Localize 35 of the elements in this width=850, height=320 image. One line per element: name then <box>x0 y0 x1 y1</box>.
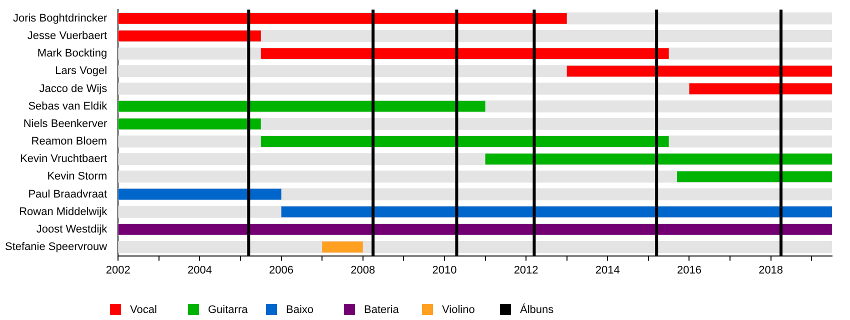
legend-label: Baixo <box>286 304 314 316</box>
x-tick-label: 2012 <box>514 264 538 276</box>
bar <box>118 118 261 130</box>
legend-label: Vocal <box>130 304 157 316</box>
y-tick-label: Jesse Vuerbaert <box>27 30 108 42</box>
x-tick-label: 2006 <box>269 264 294 276</box>
y-tick-label: Joost Westdijk <box>36 223 108 236</box>
y-tick-label: Joris Boghtdrincker <box>12 12 108 24</box>
y-tick-label: Lars Vogel <box>55 65 108 78</box>
bar <box>118 188 282 200</box>
x-tick-label: 2004 <box>187 264 212 276</box>
y-tick-label: Kevin Vruchtbaert <box>20 153 108 166</box>
x-tick-label: 2016 <box>676 264 702 276</box>
bar <box>676 171 832 182</box>
y-tick-label: Rowan Middelwijk <box>19 206 108 218</box>
y-tick-label: Niels Beenkerver <box>23 118 108 130</box>
y-tick-label: Jacco de Wijs <box>39 82 108 95</box>
y-tick-label: Reamon Bloem <box>31 136 108 148</box>
bar <box>322 242 363 252</box>
x-tick-label: 2018 <box>758 264 784 276</box>
y-tick-label: Mark Bockting <box>37 48 108 60</box>
x-tick-label: 2014 <box>595 264 620 276</box>
legend-label: Violino <box>442 304 475 316</box>
y-tick-label: Kevin Storm <box>47 170 108 183</box>
y-tick-label: Sebas van Eldik <box>28 100 108 112</box>
x-tick-label: 2002 <box>106 264 130 276</box>
x-tick-label: 2008 <box>350 264 376 276</box>
y-tick-label: Paul Braadvraat <box>28 188 108 200</box>
x-tick-label: 2010 <box>432 264 457 276</box>
bar <box>118 30 261 42</box>
legend-label: Guitarra <box>208 304 249 316</box>
legend-label: Álbuns <box>520 303 554 316</box>
legend-label: Bateria <box>364 304 400 316</box>
y-tick-label: Stefanie Speervrouw <box>4 241 108 254</box>
bar <box>689 83 832 94</box>
